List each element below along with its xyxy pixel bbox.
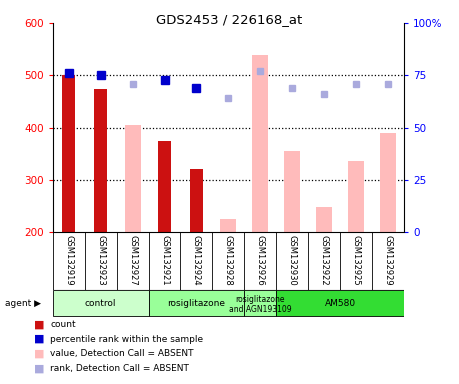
Text: GSM132929: GSM132929 (383, 235, 392, 286)
Text: GSM132928: GSM132928 (224, 235, 233, 286)
Bar (158, 141, 171, 232)
Text: count: count (50, 320, 76, 329)
Bar (124, 124, 140, 232)
Text: GSM132924: GSM132924 (192, 235, 201, 286)
Text: percentile rank within the sample: percentile rank within the sample (50, 334, 204, 344)
Bar (380, 133, 396, 232)
Bar (348, 161, 364, 232)
Text: GSM132930: GSM132930 (288, 235, 297, 286)
Text: GSM132926: GSM132926 (256, 235, 265, 286)
Text: rosiglitazone: rosiglitazone (235, 295, 285, 304)
Bar (252, 55, 268, 232)
Text: GSM132925: GSM132925 (352, 235, 360, 286)
Text: ■: ■ (34, 349, 44, 359)
FancyBboxPatch shape (244, 290, 276, 316)
FancyBboxPatch shape (149, 290, 244, 316)
Text: and AGN193109: and AGN193109 (229, 305, 291, 314)
Text: GDS2453 / 226168_at: GDS2453 / 226168_at (157, 13, 302, 26)
Text: GSM132923: GSM132923 (96, 235, 105, 286)
Text: GSM132922: GSM132922 (319, 235, 329, 286)
Text: ■: ■ (34, 334, 44, 344)
Bar (284, 151, 300, 232)
Text: AM580: AM580 (325, 299, 356, 308)
Text: rosiglitazone: rosiglitazone (168, 299, 225, 308)
Text: value, Detection Call = ABSENT: value, Detection Call = ABSENT (50, 349, 194, 358)
FancyBboxPatch shape (53, 290, 149, 316)
Text: control: control (85, 299, 117, 308)
Text: ■: ■ (34, 363, 44, 373)
Bar (94, 89, 107, 232)
Bar (220, 219, 236, 232)
Bar (62, 75, 75, 232)
Text: GSM132927: GSM132927 (128, 235, 137, 286)
FancyBboxPatch shape (276, 290, 404, 316)
Bar (316, 207, 332, 232)
Text: rank, Detection Call = ABSENT: rank, Detection Call = ABSENT (50, 364, 190, 373)
Text: agent ▶: agent ▶ (5, 299, 40, 308)
Bar (190, 169, 203, 232)
Text: ■: ■ (34, 319, 44, 329)
Text: GSM132919: GSM132919 (64, 235, 73, 286)
Text: GSM132921: GSM132921 (160, 235, 169, 286)
